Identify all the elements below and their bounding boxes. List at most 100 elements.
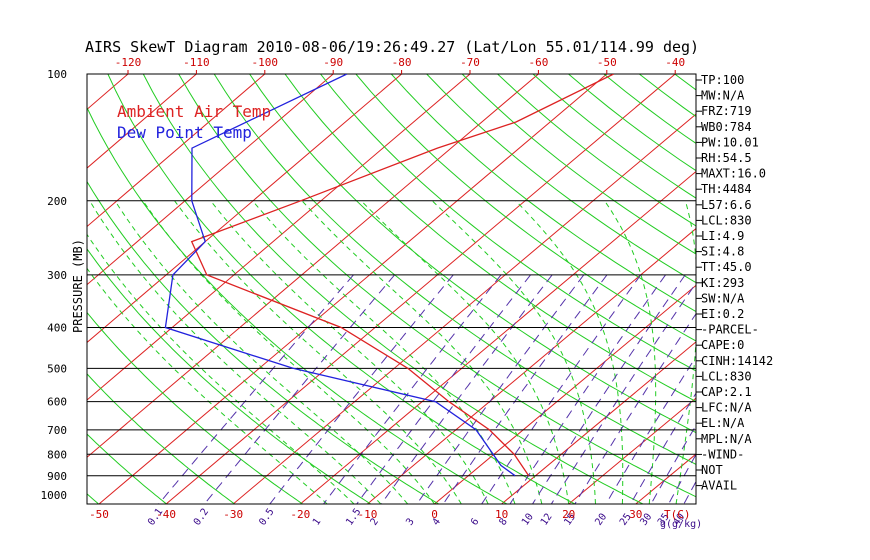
dry-adiabat-line bbox=[390, 74, 696, 313]
top-temp-tick-label: -40 bbox=[665, 56, 685, 69]
mixing-ratio-line bbox=[630, 392, 696, 504]
bottom-temp-tick-label: 20 bbox=[562, 508, 575, 521]
isotherm-line bbox=[367, 227, 696, 504]
mixing-ratio-label: 20 bbox=[593, 512, 609, 528]
index-value: EL:N/A bbox=[701, 416, 745, 430]
mixing-ratio-line bbox=[605, 355, 696, 504]
bottom-temp-tick-label: -20 bbox=[290, 508, 310, 521]
index-value: RH:54.5 bbox=[701, 151, 752, 165]
moist-adiabat-line bbox=[174, 200, 462, 504]
mixing-ratio-line bbox=[416, 274, 585, 504]
legend-dew-point-temp: Dew Point Temp bbox=[117, 123, 252, 142]
series-layer bbox=[164, 74, 614, 477]
index-value: L57:6.6 bbox=[701, 198, 752, 212]
bottom-temp-tick-label: 30 bbox=[629, 508, 642, 521]
moist-adiabat-line bbox=[114, 200, 409, 504]
index-value: MW:N/A bbox=[701, 89, 745, 103]
index-value: CINH:14142 bbox=[701, 354, 773, 368]
x-axis-label: T(C) bbox=[664, 508, 691, 521]
plot-frame bbox=[86, 73, 697, 505]
ambient-air-temp-line bbox=[190, 74, 614, 477]
legend-ambient-air-temp: Ambient Air Temp bbox=[117, 102, 271, 121]
isotherm-line bbox=[299, 170, 696, 504]
pressure-tick-label: 900 bbox=[47, 470, 67, 483]
index-value: AVAIL bbox=[701, 479, 737, 493]
dry-adiabat-line bbox=[355, 74, 696, 342]
moist-adiabat-line bbox=[515, 200, 624, 504]
index-value: CAP:2.1 bbox=[701, 385, 752, 399]
pressure-tick-label: 200 bbox=[47, 195, 67, 208]
isotherm-line bbox=[837, 74, 870, 504]
mixing-ratio-line bbox=[442, 274, 608, 504]
dry-adiabat-line bbox=[788, 55, 870, 506]
mixing-ratio-line bbox=[204, 274, 395, 504]
moist-adiabat-line bbox=[360, 200, 570, 504]
mixing-ratio-label: 3 bbox=[404, 516, 416, 527]
index-value: SI:4.8 bbox=[701, 245, 744, 259]
index-value: LCL:830 bbox=[701, 369, 752, 383]
mixing-ratio-line bbox=[532, 274, 686, 504]
index-value: -WIND- bbox=[701, 447, 744, 461]
isotherm-line bbox=[87, 74, 471, 401]
dry-adiabat-line bbox=[284, 74, 696, 403]
isotherm-line bbox=[87, 74, 334, 286]
mixing-ratio-label: 4 bbox=[431, 516, 443, 527]
dry-adiabat-line bbox=[461, 74, 696, 255]
dry-adiabat-line bbox=[673, 74, 696, 91]
mixing-ratio-line bbox=[574, 312, 696, 504]
isotherm-line bbox=[0, 74, 60, 504]
index-value: LI:4.9 bbox=[701, 229, 744, 243]
index-value: TH:4484 bbox=[701, 182, 752, 196]
mixing-ratio-unit: g(g/kg) bbox=[660, 519, 702, 530]
bottom-temp-tick-label: -30 bbox=[223, 508, 243, 521]
dry-adiabat-line bbox=[319, 74, 696, 372]
index-value: SW:N/A bbox=[701, 291, 745, 305]
isotherm-line bbox=[87, 74, 197, 169]
dry-adiabat-line bbox=[249, 74, 696, 434]
isotherm-line bbox=[87, 74, 129, 111]
mixing-ratio-label: 1 bbox=[311, 516, 323, 527]
mixing-ratio-line bbox=[550, 282, 696, 504]
top-temp-tick-label: -100 bbox=[252, 56, 279, 69]
pressure-tick-label: 700 bbox=[47, 424, 67, 437]
mixing-ratio-line bbox=[356, 274, 531, 504]
isotherm-line bbox=[232, 113, 696, 504]
dry-adiabat-line bbox=[426, 74, 696, 284]
mixing-ratio-line bbox=[269, 274, 454, 504]
moist-adiabat-line bbox=[301, 200, 543, 504]
index-value: -PARCEL- bbox=[701, 323, 759, 337]
mixing-ratio-label: 0.5 bbox=[257, 507, 276, 528]
index-value: MAXT:16.0 bbox=[701, 167, 766, 181]
pressure-tick-label: 400 bbox=[47, 322, 67, 335]
pressure-tick-label: 800 bbox=[47, 448, 67, 461]
moist-adiabat-line bbox=[210, 200, 489, 504]
index-value: NOT bbox=[701, 463, 723, 477]
bottom-temp-tick-label: -10 bbox=[357, 508, 377, 521]
index-value: PW:10.01 bbox=[701, 135, 759, 149]
dry-adiabat-line bbox=[822, 55, 870, 506]
index-value: WB0:784 bbox=[701, 120, 752, 134]
bottom-temp-tick-label: -50 bbox=[89, 508, 109, 521]
top-temp-tick-label: -90 bbox=[323, 56, 343, 69]
pressure-tick-label: 1000 bbox=[41, 489, 68, 502]
bottom-temp-tick-label: -40 bbox=[156, 508, 176, 521]
index-value: TP:100 bbox=[701, 73, 744, 87]
top-temp-tick-label: -70 bbox=[460, 56, 480, 69]
dry-adiabat-line bbox=[754, 55, 870, 506]
top-temp-tick-label: -110 bbox=[183, 56, 210, 69]
mixing-ratio-line bbox=[158, 274, 354, 504]
moist-adiabat-line bbox=[675, 200, 696, 504]
dry-adiabat-line bbox=[213, 74, 696, 465]
mixing-ratio-label: 0.2 bbox=[192, 507, 211, 528]
mixing-ratio-label: 12 bbox=[539, 512, 555, 528]
tick-labels: 0.1 0.2 0.5 1 1.5 2 3 4 6 8 10 12 15 20 25 30 35 40g(g/kg… bbox=[41, 56, 703, 530]
mixing-ratio-label: 8 bbox=[497, 516, 509, 527]
index-value: MPL:N/A bbox=[701, 432, 752, 446]
y-axis-label: PRESSURE (MB) bbox=[71, 239, 85, 333]
mixing-ratio-label: 2 bbox=[369, 516, 381, 527]
mixing-ratio-line bbox=[323, 274, 502, 504]
mixing-ratio-label: 6 bbox=[469, 516, 481, 527]
moist-adiabat-line bbox=[89, 200, 382, 504]
moist-adiabat-line bbox=[87, 267, 328, 504]
isotherm-line bbox=[770, 74, 870, 504]
